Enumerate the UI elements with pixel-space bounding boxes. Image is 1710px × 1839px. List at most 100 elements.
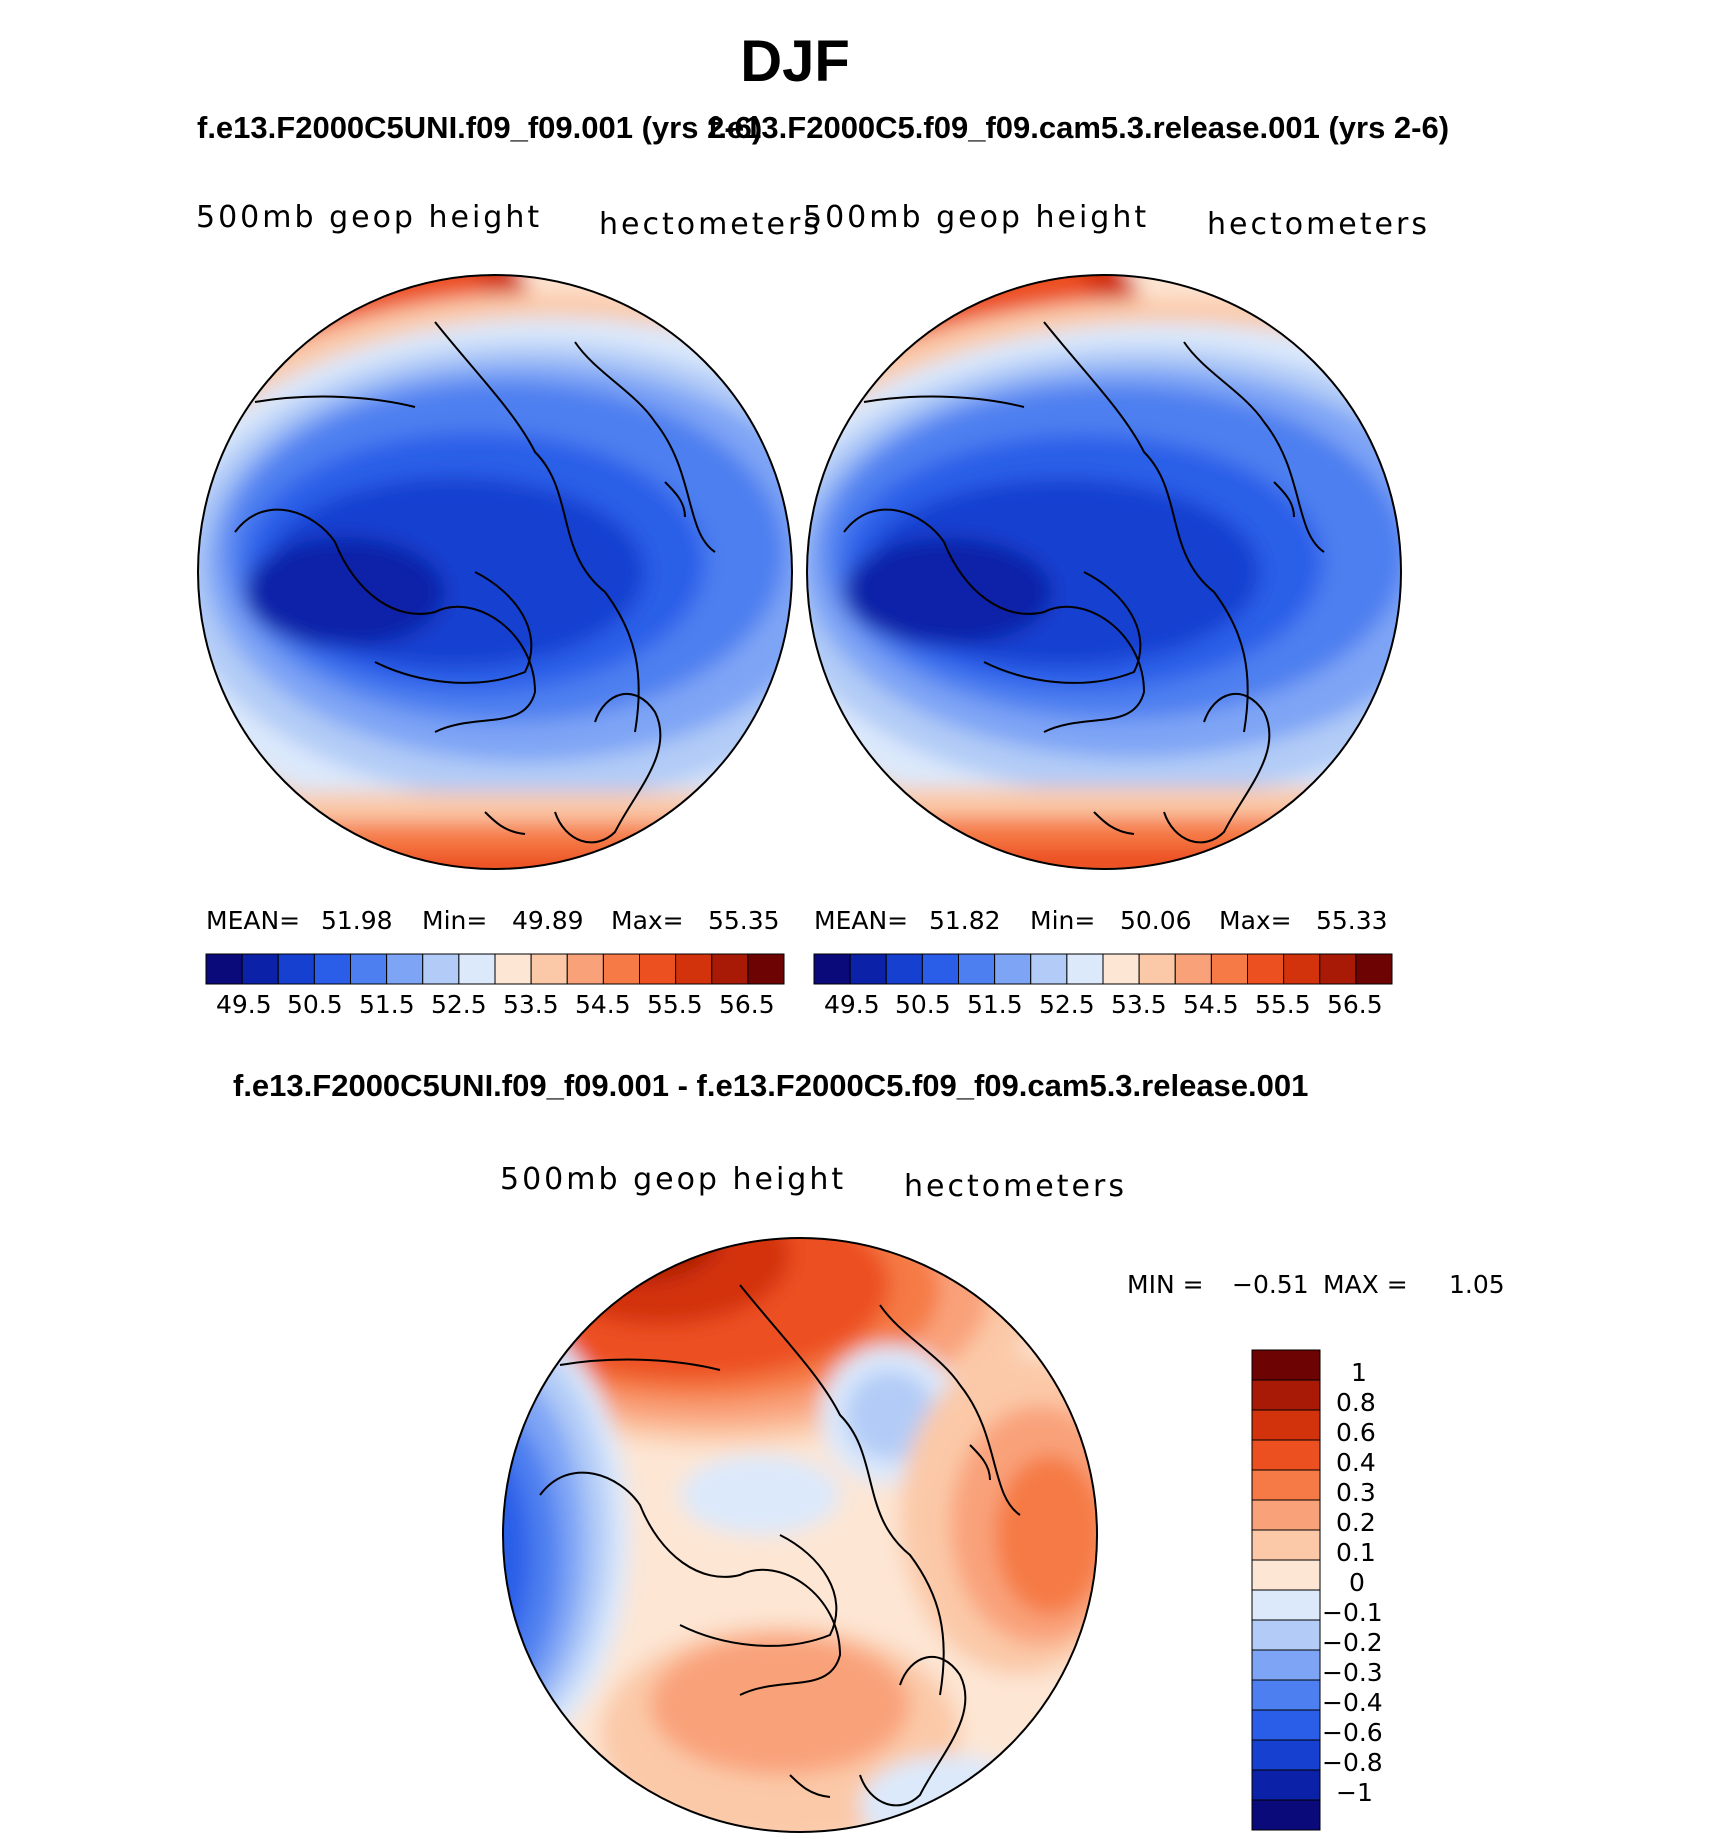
difference-cb-label: 0.3: [1336, 1478, 1376, 1507]
colorbar-swatch: [494, 953, 532, 985]
cb-right-tick: 53.5: [1111, 990, 1167, 1019]
panel-left-case-title: f.e13.F2000C5UNI.f09_f09.001 (yrs 2-6): [197, 110, 763, 145]
colorbar-swatch: [1138, 953, 1176, 985]
difference-cb-label: 0.6: [1336, 1418, 1376, 1447]
colorbar-swatch: [1319, 953, 1357, 985]
cb-left-tick: 52.5: [431, 990, 487, 1019]
colorbar-swatch: [1251, 1619, 1321, 1651]
colorbar-swatch: [1251, 1769, 1321, 1801]
colorbar-swatch: [1066, 953, 1104, 985]
colorbar-swatch: [1251, 1439, 1321, 1471]
colorbar-swatch: [1174, 953, 1212, 985]
panel-right-max-value: 55.33: [1316, 906, 1388, 935]
difference-field-label: 500mb geop height: [500, 1162, 847, 1197]
cb-right-tick: 52.5: [1039, 990, 1095, 1019]
panel-right-mean-value: 51.82: [929, 906, 1001, 935]
colorbar-swatch: [313, 953, 351, 985]
panel-left-min-value: 49.89: [512, 906, 584, 935]
panel-left-units-label: hectometers: [599, 207, 822, 242]
colorbar-swatch: [530, 953, 568, 985]
colorbar-swatch: [205, 953, 243, 985]
colorbar-swatch: [747, 953, 785, 985]
colorbar-swatch: [1102, 953, 1140, 985]
cb-right-tick: 51.5: [967, 990, 1023, 1019]
panel-left-max-value: 55.35: [708, 906, 780, 935]
colorbar-swatch: [1251, 1739, 1321, 1771]
difference-title: f.e13.F2000C5UNI.f09_f09.001 - f.e13.F20…: [233, 1068, 1309, 1103]
colorbar-swatch: [566, 953, 604, 985]
colorbar-swatch: [1251, 1379, 1321, 1411]
cb-right-tick: 49.5: [824, 990, 880, 1019]
colorbar-swatch: [711, 953, 749, 985]
panel-left-max-label: Max=: [611, 906, 684, 935]
cb-left-tick: 54.5: [575, 990, 631, 1019]
difference-cb-label: 0.1: [1336, 1538, 1376, 1567]
difference-cb-label: −1: [1336, 1778, 1373, 1807]
colorbar-swatch: [1251, 1529, 1321, 1561]
cb-left-tick: 53.5: [503, 990, 559, 1019]
difference-cb-label: −0.6: [1322, 1718, 1383, 1747]
panel-right-map: [807, 275, 1401, 869]
colorbar-swatch: [639, 953, 677, 985]
colorbar-swatch: [849, 953, 887, 985]
difference-map: [503, 1238, 1097, 1832]
cb-left-tick: 49.5: [216, 990, 272, 1019]
main-title: DJF: [740, 29, 850, 94]
cb-right-tick: 50.5: [895, 990, 951, 1019]
difference-cb-label: 0.4: [1336, 1448, 1376, 1477]
colorbar-swatch: [1210, 953, 1248, 985]
cb-left-tick: 51.5: [359, 990, 415, 1019]
colorbar-swatch: [1251, 1409, 1321, 1441]
panel-right-field-label: 500mb geop height: [803, 200, 1150, 235]
panel-right-units-label: hectometers: [1207, 207, 1430, 242]
difference-max-label: MAX =: [1323, 1270, 1408, 1299]
colorbar-swatch: [1251, 1349, 1321, 1381]
difference-cb-label: −0.4: [1322, 1688, 1383, 1717]
colorbar-swatch: [813, 953, 851, 985]
colorbar-difference: [1251, 1349, 1321, 1831]
difference-cb-label: −0.2: [1322, 1628, 1383, 1657]
difference-cb-label: 0: [1349, 1568, 1365, 1597]
difference-max-value: 1.05: [1449, 1270, 1505, 1299]
difference-cb-label: −0.8: [1322, 1748, 1383, 1777]
difference-cb-label: 0.2: [1336, 1508, 1376, 1537]
difference-cb-label: −0.1: [1322, 1598, 1383, 1627]
colorbar-swatch: [921, 953, 959, 985]
difference-min-value: −0.51: [1232, 1270, 1309, 1299]
cb-left-tick: 56.5: [719, 990, 775, 1019]
colorbar-swatch: [1283, 953, 1321, 985]
difference-units-label: hectometers: [904, 1169, 1127, 1204]
colorbar-swatch: [350, 953, 388, 985]
cb-left-tick: 55.5: [647, 990, 703, 1019]
colorbar-swatch: [1251, 1589, 1321, 1621]
colorbar-swatch: [1251, 1559, 1321, 1591]
colorbar-swatch: [1355, 953, 1393, 985]
panel-right-min-value: 50.06: [1120, 906, 1192, 935]
difference-cb-label: 1: [1351, 1358, 1367, 1387]
cb-left-tick: 50.5: [287, 990, 343, 1019]
colorbar-swatch: [277, 953, 315, 985]
colorbar-swatch: [1030, 953, 1068, 985]
colorbar-swatch: [1251, 1469, 1321, 1501]
colorbar-swatch: [458, 953, 496, 985]
colorbar-swatch: [994, 953, 1032, 985]
colorbar-swatch: [602, 953, 640, 985]
panel-left-mean-label: MEAN=: [206, 906, 301, 935]
colorbar-swatch: [1251, 1649, 1321, 1681]
panel-left-mean-value: 51.98: [321, 906, 393, 935]
difference-cb-label: 0.8: [1336, 1388, 1376, 1417]
panel-right-min-label: Min=: [1030, 906, 1096, 935]
panel-right-max-label: Max=: [1219, 906, 1292, 935]
panel-right-mean-label: MEAN=: [814, 906, 909, 935]
colorbar-swatch: [422, 953, 460, 985]
colorbar-swatch: [1251, 1679, 1321, 1711]
colorbar-swatch: [1251, 1709, 1321, 1741]
cb-right-tick: 54.5: [1183, 990, 1239, 1019]
colorbar-swatch: [241, 953, 279, 985]
colorbar-swatch: [675, 953, 713, 985]
colorbar-swatch: [1247, 953, 1285, 985]
colorbar-left: [205, 953, 785, 985]
colorbar-swatch: [958, 953, 996, 985]
panel-left-field-label: 500mb geop height: [196, 200, 543, 235]
